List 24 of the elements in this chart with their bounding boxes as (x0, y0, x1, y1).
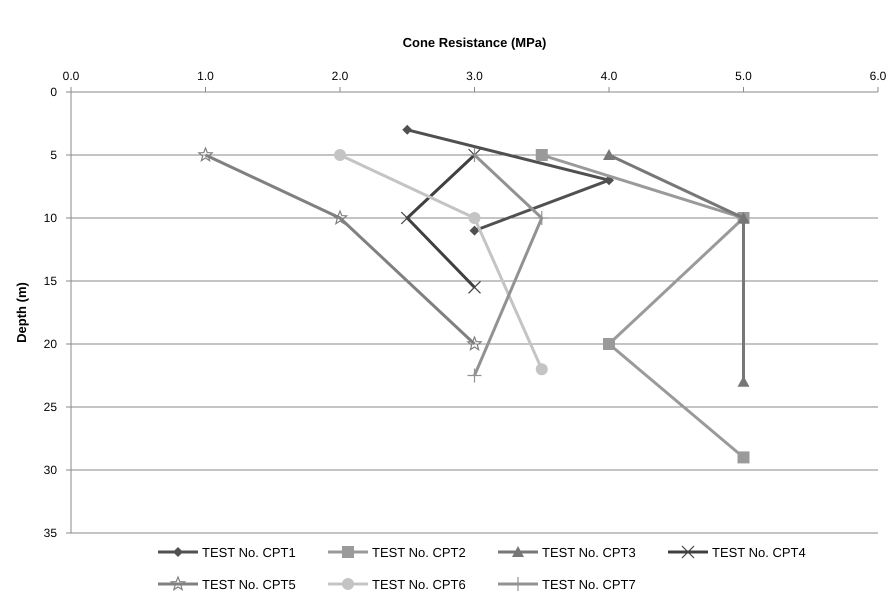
legend-label: TEST No. CPT7 (542, 577, 636, 592)
legend-label: TEST No. CPT2 (372, 545, 466, 560)
legend-label: TEST No. CPT1 (202, 545, 296, 560)
y-tick-label: 10 (44, 211, 58, 225)
x-tick-label: 4.0 (600, 69, 618, 83)
y-tick-label: 35 (44, 526, 58, 540)
x-tick-label: 2.0 (332, 69, 349, 83)
legend-label: TEST No. CPT6 (372, 577, 466, 592)
y-tick-label: 20 (44, 337, 58, 351)
y-tick-label: 15 (44, 274, 58, 288)
x-tick-label: 0.0 (62, 69, 80, 83)
y-tick-label: 30 (44, 463, 58, 477)
x-tick-label: 6.0 (870, 69, 887, 83)
y-tick-label: 25 (44, 400, 58, 414)
y-tick-label: 5 (50, 148, 58, 162)
x-tick-label: 1.0 (197, 69, 214, 83)
legend-label: TEST No. CPT4 (712, 545, 806, 560)
x-tick-label: 3.0 (466, 69, 484, 83)
legend-label: TEST No. CPT3 (542, 545, 636, 560)
x-tick-label: 5.0 (735, 69, 752, 83)
legend-label: TEST No. CPT5 (202, 577, 296, 592)
y-axis-title: Depth (m) (14, 282, 29, 343)
x-axis-title: Cone Resistance (MPa) (402, 35, 546, 50)
y-tick-label: 0 (50, 85, 58, 99)
